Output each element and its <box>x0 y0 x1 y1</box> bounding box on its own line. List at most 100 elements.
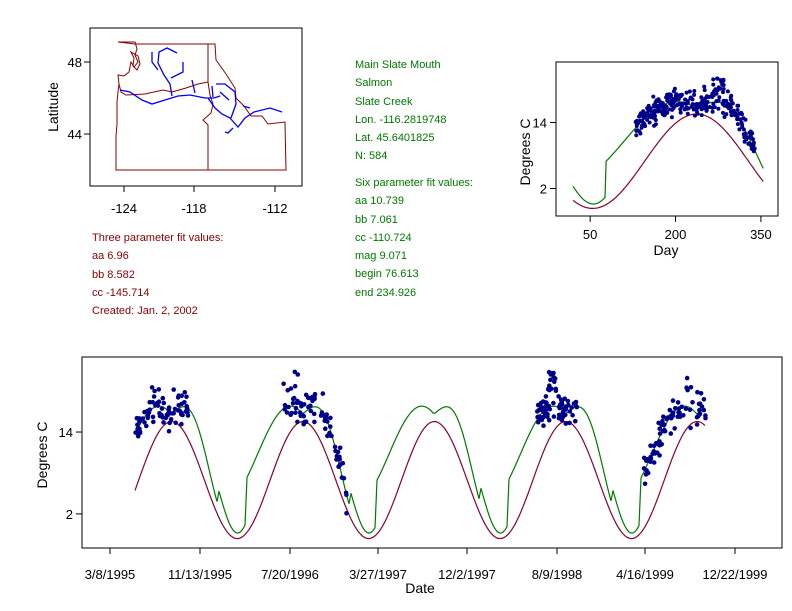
seasonal-observation-point <box>742 139 747 144</box>
timeseries-observation-point <box>301 421 307 427</box>
seasonal-observation-point <box>711 82 716 87</box>
seasonal-observation-point <box>651 94 656 99</box>
timeseries-observation-point <box>160 395 166 401</box>
timeseries-observation-point <box>184 406 190 412</box>
six-param-cc: cc -110.724 <box>355 231 412 244</box>
timeseries-observation-point <box>312 419 317 425</box>
timeseries-observation-point <box>332 444 338 450</box>
timeseries-observation-point <box>142 420 147 425</box>
timeseries-observation-point <box>337 445 343 451</box>
tributaries <box>191 79 251 109</box>
timeseries-observation-point <box>551 400 556 406</box>
timeseries-observation-point <box>173 420 178 426</box>
seasonal-observation-point <box>738 117 743 122</box>
washington-outline <box>117 41 209 96</box>
seasonal-observation-point <box>750 131 755 136</box>
map-x-tick-label: -118 <box>181 201 206 216</box>
seasonal-observation-point <box>725 89 730 94</box>
timeseries-observation-point <box>557 405 562 411</box>
seasonal-observation-point <box>640 118 644 123</box>
timeseries-observation-point <box>137 426 142 432</box>
timeseries-observation-point <box>159 406 165 411</box>
timeseries-observation-point <box>290 401 296 406</box>
seasonal-observation-point <box>641 109 646 114</box>
timeseries-observation-point <box>546 417 552 423</box>
seasonal-three-param-fit-line <box>572 113 764 209</box>
site-n: N: 584 <box>355 150 388 163</box>
timeseries-observation-point <box>156 399 162 405</box>
timeseries-panel: 3/8/1995 11/13/1995 7/20/1996 3/27/1997 12/2… <box>34 356 783 596</box>
seasonal-frame <box>555 61 779 217</box>
seasonal-observation-point <box>673 94 678 99</box>
timeseries-x-tick-label: 3/27/1997 <box>349 567 407 582</box>
seasonal-observation-point <box>634 124 639 128</box>
seasonal-observation-point <box>735 103 740 108</box>
timeseries-observation-point <box>294 400 300 406</box>
timeseries-observation-point <box>685 387 690 393</box>
timeseries-observation-point <box>320 391 326 396</box>
seasonal-observation-point <box>724 112 729 117</box>
timeseries-observation-point <box>167 420 172 426</box>
seasonal-observation-point <box>634 133 639 138</box>
seasonal-observation-point <box>733 113 737 118</box>
timeseries-observation-point <box>327 430 332 436</box>
timeseries-ticks: 3/8/1995 11/13/1995 7/20/1996 3/27/1997 12/2… <box>59 425 768 582</box>
columbia-river <box>119 47 221 105</box>
timeseries-observation-point <box>562 396 567 402</box>
seasonal-observation-point <box>710 109 715 114</box>
timeseries-observation-point <box>556 394 561 399</box>
seasonal-observation-point <box>698 105 703 109</box>
timeseries-observation-point <box>179 421 184 427</box>
timeseries-observation-point <box>335 449 341 455</box>
timeseries-y-tick-label: 2 <box>66 507 73 522</box>
timeseries-six-param-fit-line <box>134 405 706 534</box>
timeseries-observation-point <box>339 475 345 480</box>
timeseries-observation-point <box>676 406 682 411</box>
seasonal-observation-point <box>743 134 747 139</box>
timeseries-observation-point <box>553 388 559 394</box>
seasonal-observation-point <box>669 103 674 108</box>
seasonal-y-tick-label: 2 <box>540 182 547 197</box>
six-param-title: Six parameter fit values: <box>355 177 473 189</box>
map-y-axis-label: Latitude <box>45 82 61 132</box>
three-param-bb: bb 8.582 <box>92 268 135 281</box>
timeseries-observation-point <box>574 404 580 410</box>
seasonal-observation-point <box>653 100 658 105</box>
timeseries-observation-point <box>145 415 151 421</box>
timeseries-observation-point <box>282 407 288 412</box>
timeseries-observation-point <box>151 419 156 425</box>
seasonal-observation-point <box>701 101 706 106</box>
seasonal-observation-point <box>676 97 681 101</box>
seasonal-observation-point <box>715 76 720 81</box>
seasonal-observation-point <box>695 105 700 110</box>
timeseries-observation-point <box>675 414 680 420</box>
seasonal-observation-point <box>647 120 652 125</box>
river-network <box>119 47 283 134</box>
seasonal-observation-point <box>721 87 726 91</box>
timeseries-x-tick-label: 3/8/1995 <box>85 567 136 582</box>
timeseries-observation-point <box>677 410 682 416</box>
timeseries-observation-point <box>161 420 166 425</box>
timeseries-observation-point <box>556 412 562 418</box>
timeseries-observation-point <box>668 431 674 436</box>
seasonal-observation-point <box>704 108 709 113</box>
seasonal-observation-point <box>638 112 643 117</box>
seasonal-y-axis-label: Degrees C <box>517 119 533 186</box>
timeseries-observation-point <box>648 459 653 465</box>
seasonal-observation-point <box>653 122 658 127</box>
seasonal-observation-point <box>670 98 675 103</box>
timeseries-observation-point <box>292 383 298 389</box>
seasonal-observation-point <box>656 97 661 102</box>
timeseries-observation-point <box>292 369 298 375</box>
timeseries-observation-point <box>688 385 694 390</box>
snake-river <box>207 83 283 134</box>
seasonal-observation-point <box>728 95 733 100</box>
timeseries-x-tick-label: 8/9/1998 <box>532 567 583 582</box>
seasonal-observation-point <box>735 108 740 112</box>
timeseries-observation-point <box>675 400 681 405</box>
seasonal-observation-point <box>721 90 725 95</box>
seasonal-observation-point <box>739 120 744 125</box>
three-param-title: Three parameter fit values: <box>92 232 224 244</box>
oregon-outline <box>115 81 214 171</box>
timeseries-observation-point <box>138 416 143 422</box>
